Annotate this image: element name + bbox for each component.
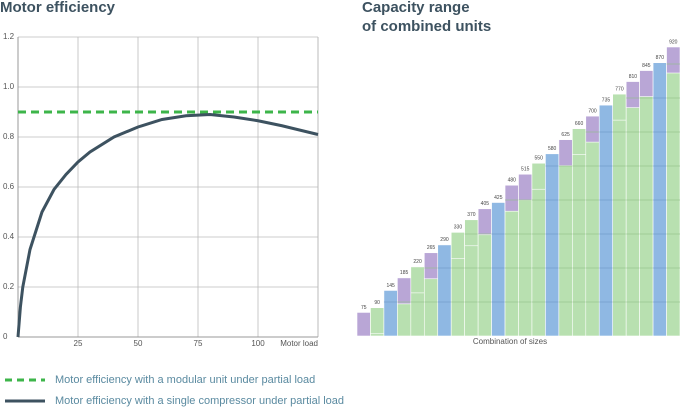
x-tick-label: 100	[251, 339, 265, 348]
y-tick-label: 1.2	[3, 32, 15, 41]
chart-title: Motor efficiency	[0, 0, 116, 16]
value-label: 90	[374, 300, 380, 306]
legend-label: Motor efficiency with a modular unit und…	[55, 374, 315, 386]
bar-cap	[477, 208, 492, 236]
bar-cap	[356, 312, 371, 337]
title-line: of combined units	[362, 18, 491, 35]
value-label: 515	[521, 167, 530, 173]
value-label: 290	[440, 237, 449, 243]
bar	[585, 115, 600, 337]
x-axis-label: Combination of sizes	[473, 337, 547, 346]
value-label: 845	[642, 63, 651, 69]
bar	[666, 46, 680, 337]
value-label: 625	[561, 132, 570, 138]
bar-cap	[572, 128, 587, 155]
value-label: 735	[602, 97, 611, 103]
line	[16, 112, 319, 338]
value-label: 770	[615, 86, 624, 92]
value-label: 75	[361, 305, 367, 311]
chart-title: Capacity range of combined units	[362, 0, 491, 35]
bar	[545, 153, 560, 337]
y-tick-label: 0.6	[3, 182, 15, 191]
value-label: 700	[588, 108, 597, 114]
y-tick-label: 0	[3, 332, 8, 341]
bar	[572, 128, 587, 337]
bar-cap	[504, 184, 519, 212]
x-tick-label: 75	[194, 339, 203, 348]
title-line: Capacity range	[362, 0, 470, 16]
bar-cap	[585, 115, 600, 143]
bar-cap	[464, 219, 479, 247]
bar	[598, 104, 614, 337]
bar	[612, 93, 627, 337]
bar-cap	[397, 277, 412, 305]
bar-cap	[370, 307, 385, 335]
value-label: 920	[669, 39, 678, 45]
value-label: 370	[467, 212, 476, 218]
y-tick-label: 0.2	[3, 282, 15, 291]
value-label: 550	[535, 156, 544, 162]
value-label: 480	[508, 178, 517, 184]
x-axis-label: Motor load	[280, 339, 318, 348]
bar-cap	[666, 46, 680, 74]
bar	[639, 70, 654, 337]
value-label: 580	[548, 146, 557, 152]
bar-cap	[558, 139, 573, 166]
bar	[437, 244, 452, 337]
value-label: 220	[413, 259, 422, 265]
bar	[383, 290, 398, 337]
value-label: 330	[454, 225, 463, 231]
bar-cap	[518, 173, 533, 201]
bar-cap	[639, 70, 654, 97]
x-tick-label: 50	[134, 339, 143, 348]
value-label: 810	[629, 74, 638, 80]
bar	[652, 62, 667, 337]
bar-cap	[410, 266, 425, 294]
bar-cap	[612, 93, 627, 121]
y-tick-label: 0.8	[3, 132, 15, 141]
x-tick-label: 25	[74, 339, 83, 348]
y-tick-label: 1.0	[3, 82, 15, 91]
value-label: 425	[494, 195, 503, 201]
bar-cap	[625, 81, 640, 108]
value-label: 660	[575, 121, 584, 127]
bar	[558, 139, 573, 337]
value-label: 405	[481, 201, 490, 207]
bar-cap	[531, 162, 546, 190]
bar	[625, 81, 640, 337]
y-tick-label: 0.4	[3, 232, 15, 241]
bar-cap	[450, 232, 465, 259]
value-label: 185	[400, 270, 409, 276]
bar-cap	[423, 252, 439, 280]
bar	[491, 202, 506, 337]
value-label: 870	[656, 55, 665, 61]
value-label: 145	[386, 283, 395, 289]
value-label: 265	[427, 245, 436, 251]
legend-label: Motor efficiency with a single compresso…	[55, 395, 344, 407]
